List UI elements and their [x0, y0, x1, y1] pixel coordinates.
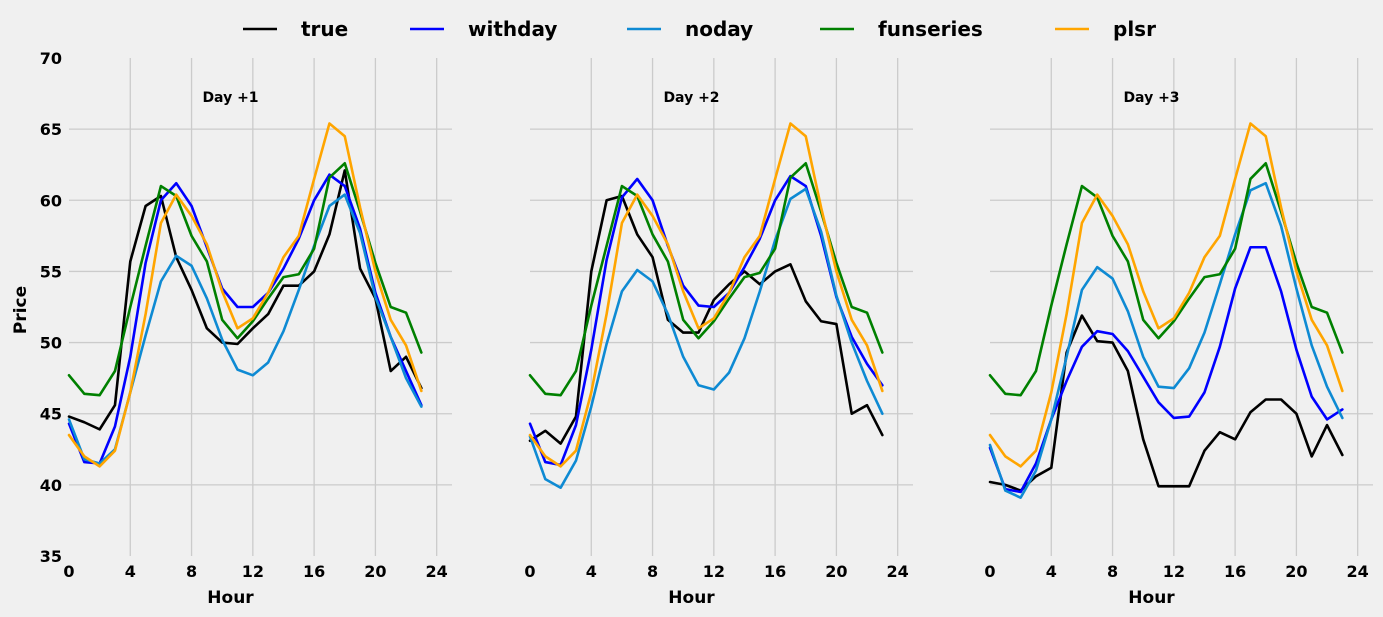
panel-1: Day +1 0 4 8 12 16 20 24 Hour 35 40 45 50 55 60 65 70 Pri… [11, 49, 452, 608]
x-tick-label: 24 [426, 562, 448, 581]
grid [530, 58, 913, 556]
legend-item-noday: noday [627, 17, 753, 41]
legend-item-funseries: funseries [820, 17, 983, 41]
x-tick-label: 4 [586, 562, 597, 581]
series-line-funseries [988, 161, 1344, 397]
x-tick-label: 20 [364, 562, 386, 581]
y-tick-label: 60 [40, 191, 62, 210]
legend-label: withday [468, 17, 557, 41]
series-lines [988, 122, 1344, 499]
x-tick-label: 8 [1107, 562, 1118, 581]
y-tick-label: 70 [40, 49, 62, 68]
x-tick-label: 20 [1285, 562, 1307, 581]
y-tick-label: 65 [40, 120, 62, 139]
series-line-withday [988, 245, 1344, 494]
x-tick-label: 24 [1347, 562, 1369, 581]
x-tick-label: 12 [703, 562, 725, 581]
legend-item-true: true [243, 17, 348, 41]
x-axis-title: Hour [668, 588, 715, 608]
x-tick-label: 16 [1224, 562, 1246, 581]
x-tick-label: 8 [647, 562, 658, 581]
series-line-noday [988, 181, 1344, 499]
series-line-plsr [67, 122, 423, 468]
x-tick-label: 0 [524, 562, 535, 581]
series-line-funseries [67, 161, 423, 397]
x-tick-label: 12 [242, 562, 264, 581]
y-axis-title: Price [11, 286, 31, 334]
legend-item-withday: withday [410, 17, 557, 41]
chart-panels: Day +10 4 8 12 16 20 24Hour3540455055606570Pri… [11, 49, 1373, 608]
panel-title: Day +3 [1123, 90, 1179, 106]
legend: true withday noday funseries plsr [243, 17, 1156, 41]
y-tick-label: 50 [40, 334, 62, 353]
y-tick-label: 35 [40, 547, 62, 566]
legend-label: noday [685, 17, 753, 41]
panel-title: Day +1 [202, 90, 258, 106]
x-tick-label: 0 [63, 562, 74, 581]
x-tick-label: 16 [303, 562, 325, 581]
x-tick-label: 0 [984, 562, 995, 581]
legend-label: funseries [878, 17, 983, 41]
x-tick-label: 24 [887, 562, 909, 581]
series-lines [528, 122, 884, 490]
panel-title: Day +2 [663, 90, 719, 106]
series-line-plsr [528, 122, 884, 468]
panel-3: Day +3 0 4 8 12 16 20 24 Hour [984, 58, 1373, 608]
x-axis-title: Hour [1128, 588, 1175, 608]
x-tick-label: 4 [125, 562, 136, 581]
series-line-plsr [988, 122, 1344, 468]
series-line-true [528, 194, 884, 445]
x-tick-label: 4 [1046, 562, 1057, 581]
y-tick-label: 40 [40, 476, 62, 495]
legend-label: plsr [1113, 17, 1156, 41]
grid [990, 58, 1373, 556]
x-tick-label: 12 [1163, 562, 1185, 581]
series-lines [67, 122, 423, 468]
series-line-true [67, 169, 423, 431]
x-tick-label: 20 [825, 562, 847, 581]
series-line-noday [528, 187, 884, 490]
x-tick-label: 16 [764, 562, 786, 581]
legend-item-plsr: plsr [1055, 17, 1156, 41]
legend-label: true [301, 17, 348, 41]
series-line-true [988, 314, 1344, 492]
panel-2: Day +2 0 4 8 12 16 20 24 Hour [524, 58, 913, 608]
x-tick-label: 8 [186, 562, 197, 581]
x-axis-title: Hour [207, 588, 254, 608]
y-tick-label: 45 [40, 405, 62, 424]
y-tick-label: 55 [40, 262, 62, 281]
